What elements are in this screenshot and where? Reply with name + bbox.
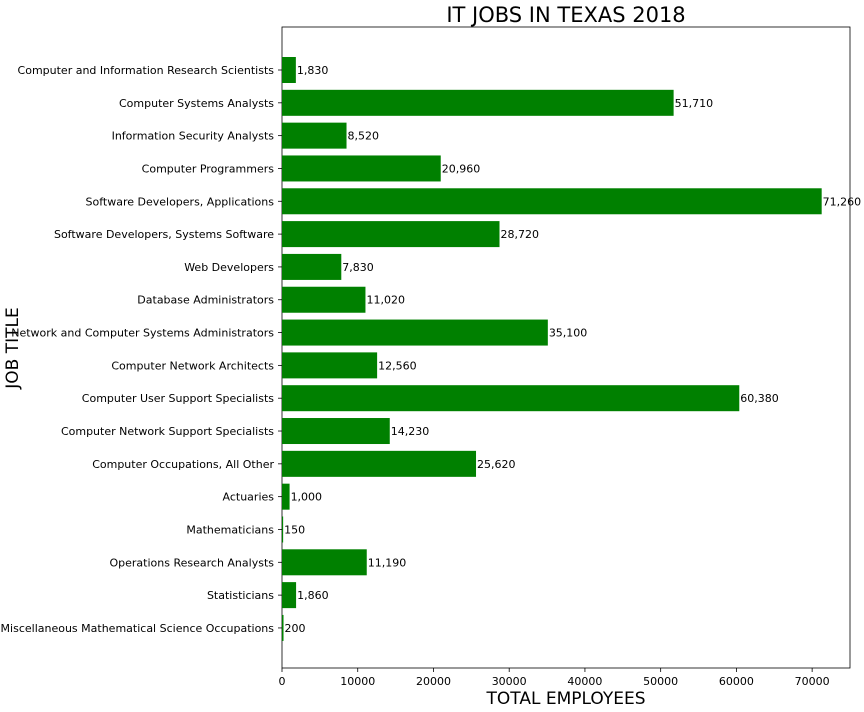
x-tick-label: 50000 <box>643 675 678 688</box>
x-tick-label: 20000 <box>416 675 451 688</box>
bars-group <box>282 57 822 641</box>
category-label: Software Developers, Systems Software <box>54 228 274 241</box>
category-label: Miscellaneous Mathematical Science Occup… <box>1 622 275 635</box>
bar <box>282 483 290 510</box>
value-label: 71,260 <box>823 195 862 208</box>
category-label: Web Developers <box>184 261 274 274</box>
chart-title: IT JOBS IN TEXAS 2018 <box>446 3 685 27</box>
bar <box>282 516 284 543</box>
value-label: 11,020 <box>366 294 405 307</box>
value-label: 51,710 <box>675 97 714 110</box>
bar <box>282 319 548 346</box>
category-label: Computer Network Architects <box>111 359 274 372</box>
value-label: 14,230 <box>391 425 430 438</box>
category-label: Information Security Analysts <box>112 130 275 143</box>
y-axis-title: JOB TITLE <box>3 307 23 389</box>
value-label: 1,000 <box>291 491 323 504</box>
category-label: Computer Programmers <box>142 162 275 175</box>
x-tick-label: 40000 <box>567 675 602 688</box>
category-label: Mathematicians <box>186 523 274 536</box>
value-label: 20,960 <box>442 162 481 175</box>
value-label: 12,560 <box>378 359 417 372</box>
bar <box>282 450 477 477</box>
bar <box>282 418 390 445</box>
category-labels: Computer and Information Research Scient… <box>1 64 282 635</box>
value-label: 200 <box>285 622 306 635</box>
x-axis-title: TOTAL EMPLOYEES <box>486 689 646 709</box>
value-label: 60,380 <box>740 392 779 405</box>
x-axis-ticks: 0 10000 20000 30000 40000 50000 60000 70000 <box>279 668 830 688</box>
bar <box>282 582 297 609</box>
bar <box>282 89 674 116</box>
category-label: Network and Computer Systems Administrat… <box>11 327 274 340</box>
category-label: Computer Systems Analysts <box>119 97 274 110</box>
bar <box>282 57 296 83</box>
category-label: Computer User Support Specialists <box>82 392 274 405</box>
category-label: Computer Network Support Specialists <box>61 425 274 438</box>
bar <box>282 253 342 280</box>
value-label: 8,520 <box>348 130 380 143</box>
value-label: 1,860 <box>297 589 329 602</box>
value-label: 28,720 <box>501 228 539 241</box>
category-label: Operations Research Analysts <box>109 556 274 569</box>
bar <box>282 221 500 248</box>
x-tick-label: 60000 <box>719 675 754 688</box>
category-label: Computer Occupations, All Other <box>92 458 274 471</box>
bar <box>282 385 740 412</box>
category-label: Database Administrators <box>137 294 274 307</box>
value-label: 150 <box>284 523 305 536</box>
bar <box>282 188 822 215</box>
value-label: 35,100 <box>549 327 588 340</box>
plot-area-frame <box>281 26 851 669</box>
bar <box>282 614 284 641</box>
x-tick-label: 70000 <box>795 675 830 688</box>
value-label: 7,830 <box>342 261 374 274</box>
category-label: Computer and Information Research Scient… <box>18 64 275 77</box>
bar <box>282 549 367 576</box>
bar <box>282 122 347 149</box>
bar <box>282 286 366 313</box>
value-label: 25,620 <box>477 458 516 471</box>
bar <box>282 155 441 182</box>
category-label: Statisticians <box>207 589 274 602</box>
x-tick-label: 10000 <box>340 675 375 688</box>
value-label: 1,830 <box>297 64 329 77</box>
bar <box>282 352 378 379</box>
category-label: Actuaries <box>223 491 275 504</box>
value-labels: 1,830 51,710 8,520 20,960 71,260 28,720 7,830 1… <box>284 64 861 635</box>
x-tick-label: 30000 <box>492 675 527 688</box>
value-label: 11,190 <box>368 556 407 569</box>
x-tick-label: 0 <box>279 675 286 688</box>
category-label: Software Developers, Applications <box>86 195 275 208</box>
